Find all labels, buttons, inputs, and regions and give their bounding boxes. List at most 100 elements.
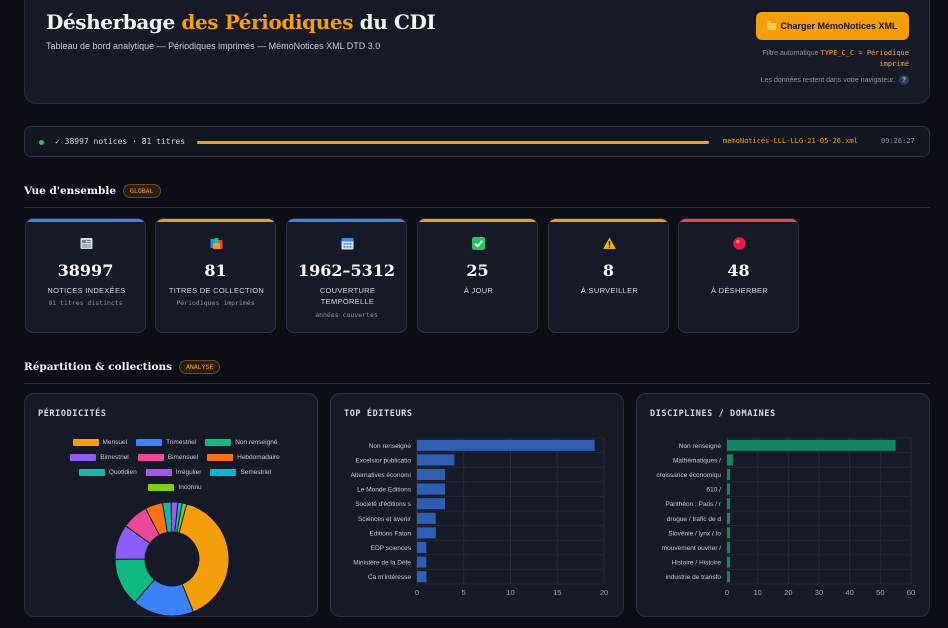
distribution-title: Répartition & collections	[24, 361, 173, 373]
category-label: drogue / trafic de d	[667, 516, 722, 523]
bar[interactable]	[417, 483, 446, 495]
legend-item[interactable]: Trimestriel	[136, 436, 196, 448]
kpi-label: COUVERTURE TEMPORELLE	[319, 286, 376, 306]
category-label: Histoire / Histoire	[672, 560, 722, 567]
legend-swatch	[70, 453, 97, 461]
x-tick-label: 50	[876, 588, 884, 597]
legend-swatch	[148, 483, 175, 491]
bar[interactable]	[727, 498, 731, 510]
folder-icon	[767, 20, 777, 30]
legend-item[interactable]: Irrégulier	[145, 466, 202, 478]
overview-badge: GLOBAL	[123, 184, 161, 198]
status-dot-icon	[39, 140, 44, 145]
bar[interactable]	[727, 483, 731, 495]
kpi-value: 25	[466, 261, 489, 280]
bar[interactable]	[727, 527, 731, 539]
category-label: Ca m'intéresse	[368, 574, 412, 581]
disciplines-panel: DISCIPLINES / DOMAINES 0 10 20 30 40 50 60 Non …	[636, 393, 930, 617]
x-tick-label: 30	[815, 588, 823, 597]
legend-item[interactable]: Bimestriel	[70, 451, 129, 463]
bar[interactable]	[417, 541, 427, 554]
kpi-card-titles: 81 TITRES DE COLLECTION Périodiques impr…	[155, 218, 276, 333]
title-accent: des Périodiques	[181, 10, 354, 34]
legend-swatch	[78, 468, 105, 476]
bar[interactable]	[417, 498, 446, 510]
kpi-value: 1962–5312	[297, 261, 396, 280]
x-tick-label: 60	[907, 588, 915, 597]
x-tick-label: 0	[725, 588, 729, 597]
category-label: Excelsior publicatio	[355, 457, 411, 464]
legend-item[interactable]: Mensuel	[72, 436, 127, 448]
legend-item[interactable]: Bimensuel	[137, 451, 198, 463]
bar[interactable]	[727, 468, 731, 481]
periodicity-legend: Mensuel Trimestriel Non renseigné Bimestrie…	[55, 436, 295, 493]
bar[interactable]	[417, 439, 595, 451]
periodicity-panel: PÉRIODICITÉS Mensuel Trimestriel Non rense…	[24, 393, 318, 617]
category-label: Sciences et avenir	[358, 516, 412, 523]
category-label: EDP sciences	[371, 545, 412, 552]
x-tick-label: 10	[753, 588, 761, 597]
publishers-panel: TOP ÉDITEURS 0 5 10 15 20 Non renseigné Excels…	[330, 393, 624, 617]
category-label: Alternatives économi	[351, 472, 411, 479]
legend-label: Trimestriel	[166, 438, 197, 446]
bar[interactable]	[417, 527, 436, 539]
kpi-accent-bar	[287, 219, 406, 222]
x-tick-label: 0	[415, 588, 419, 597]
header: Désherbage des Périodiques du CDI Tablea…	[24, 0, 930, 104]
periodicity-title: PÉRIODICITÉS	[38, 409, 107, 419]
bar[interactable]	[727, 571, 731, 583]
kpi-value: 48	[727, 261, 750, 280]
x-tick-label: 40	[845, 588, 853, 597]
legend-item[interactable]: Non renseigné	[205, 436, 277, 448]
category-label: croissance économiqu	[656, 472, 721, 479]
legend-swatch	[72, 438, 99, 446]
legend-item[interactable]: Inconnu	[148, 481, 202, 493]
legend-label: Bimestriel	[100, 453, 129, 461]
load-xml-label: Charger MémoNotices XML	[780, 21, 898, 31]
legend-item[interactable]: Semestriel	[210, 466, 271, 478]
category-label: Non renseigné	[369, 443, 412, 450]
periodicity-donut-chart	[114, 501, 230, 616]
bar[interactable]	[417, 512, 436, 524]
category-label: 610 /	[707, 487, 722, 494]
kpi-accent-bar	[156, 219, 275, 222]
load-status-bar: ✓ 38997 notices · 81 titres memoNotices-…	[24, 126, 930, 157]
legend-label: Non renseigné	[235, 438, 278, 446]
donut-slice[interactable]	[178, 503, 230, 613]
calendar-icon	[341, 238, 354, 250]
page-title: Désherbage des Périodiques du CDI	[46, 10, 436, 34]
legend-label: Quotidien	[108, 468, 137, 476]
kpi-card-notices: 38997 NOTICES INDEXÉES 81 titres distinc…	[25, 218, 146, 333]
legend-item[interactable]: Hebdomadaire	[207, 451, 280, 463]
bar[interactable]	[727, 556, 731, 568]
kpi-value: 8	[602, 261, 615, 280]
donut-slice[interactable]	[176, 502, 188, 534]
x-tick-label: 5	[462, 588, 466, 597]
legend-swatch	[205, 438, 232, 446]
bar[interactable]	[417, 454, 455, 466]
bar[interactable]	[727, 512, 731, 524]
load-xml-button[interactable]: Charger MémoNotices XML	[756, 12, 909, 40]
bar[interactable]	[727, 454, 734, 466]
category-label: Mathématiques /	[673, 457, 721, 464]
category-label: Editions Faton	[369, 530, 411, 537]
newspaper-icon	[80, 238, 93, 249]
loaded-filename: memoNotices-LLL-LLG-21-05-26.xml	[723, 137, 858, 145]
distribution-divider	[24, 383, 930, 384]
overview-divider	[24, 207, 930, 208]
kpi-value: 38997	[57, 261, 114, 280]
bar[interactable]	[727, 439, 896, 451]
filter-info: Filtre automatique TYPE_C_C = Périodique…	[729, 48, 910, 70]
load-time: 09:26:27	[881, 137, 915, 145]
legend-item[interactable]: Quotidien	[78, 466, 137, 478]
bar[interactable]	[417, 556, 427, 568]
bar[interactable]	[417, 468, 446, 481]
kpi-label: À DÉSHERBER	[710, 286, 769, 295]
help-icon[interactable]: ?	[899, 75, 909, 85]
kpi-sub: années couvertes	[315, 311, 378, 319]
kpi-accent-bar	[679, 219, 798, 222]
bar[interactable]	[417, 571, 427, 583]
bar[interactable]	[727, 541, 731, 554]
publishers-title: TOP ÉDITEURS	[344, 409, 413, 419]
legend-label: Irrégulier	[175, 468, 202, 476]
